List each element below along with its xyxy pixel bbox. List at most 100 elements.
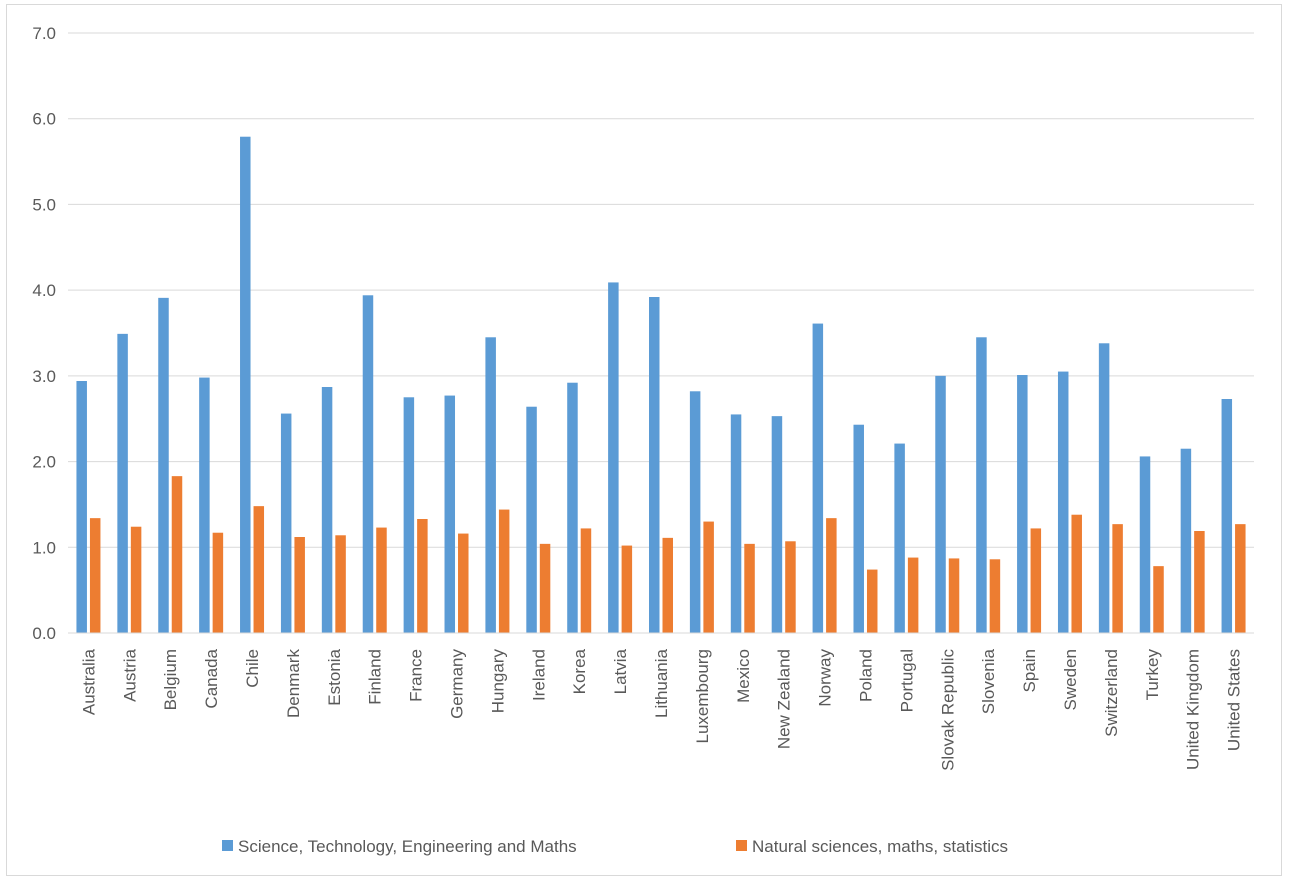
x-tick-label: Luxembourg: [693, 649, 712, 744]
bar-natural-sciences: [171, 476, 183, 633]
y-axis-ticks: 0.0 1.0 2.0 3.0 4.0 5.0 6.0 7.0: [32, 24, 56, 643]
x-tick-label: New Zealand: [775, 649, 794, 749]
bar-natural-sciences: [294, 537, 305, 633]
bar-natural-sciences: [621, 545, 633, 633]
bar-stem: [76, 381, 87, 633]
x-tick-label: Slovenia: [979, 648, 998, 714]
bar-stem: [362, 295, 374, 633]
x-tick-label: Chile: [243, 649, 262, 688]
bar-natural-sciences: [1112, 524, 1123, 633]
x-tick-label: Hungary: [488, 649, 507, 714]
x-tick-label: United States: [1225, 649, 1244, 751]
x-tick-label: Mexico: [734, 649, 753, 703]
bar-natural-sciences: [1194, 531, 1205, 633]
x-tick-label: Lithuania: [652, 648, 671, 718]
bar-natural-sciences: [907, 557, 919, 633]
bar-stem: [485, 337, 496, 633]
bar-stem: [935, 375, 946, 633]
bar-stem: [812, 323, 824, 633]
bar-natural-sciences: [376, 527, 387, 633]
bar-natural-sciences: [1153, 566, 1164, 633]
gridlines: [68, 32, 1254, 548]
y-tick-label: 0.0: [32, 624, 56, 643]
bar-natural-sciences: [1235, 524, 1246, 633]
x-tick-label: Switzerland: [1102, 649, 1121, 737]
x-tick-label: Canada: [202, 648, 221, 708]
bar-stem: [158, 297, 169, 633]
x-tick-label: Norway: [816, 649, 835, 707]
bar-natural-sciences: [785, 541, 796, 633]
y-tick-label: 2.0: [32, 453, 56, 472]
bar-natural-sciences: [539, 543, 551, 633]
x-tick-label: Spain: [1020, 649, 1039, 692]
bar-stem: [730, 414, 742, 633]
x-tick-label: Austria: [120, 648, 139, 701]
bar-stem: [689, 391, 701, 633]
y-tick-label: 6.0: [32, 110, 56, 129]
x-tick-label: Korea: [570, 648, 589, 694]
bar-natural-sciences: [498, 509, 510, 633]
bar-natural-sciences: [866, 569, 878, 633]
x-tick-label: Estonia: [325, 648, 344, 705]
bar-stem: [444, 395, 456, 633]
y-tick-label: 3.0: [32, 367, 56, 386]
x-tick-label: Latvia: [611, 648, 630, 694]
bar-natural-sciences: [417, 519, 428, 633]
bar-stem: [771, 416, 783, 633]
bar-stem: [1017, 375, 1028, 633]
legend-swatch: [736, 840, 747, 851]
bar-stem: [1221, 399, 1233, 633]
x-tick-label: Poland: [856, 649, 875, 702]
bar-stem: [1098, 343, 1110, 633]
bar-natural-sciences: [253, 506, 265, 633]
x-tick-label: Denmark: [284, 649, 303, 718]
x-tick-label: Australia: [79, 648, 98, 715]
bar-stem: [567, 382, 578, 633]
bar-stem: [117, 333, 128, 633]
bar-stem: [976, 337, 987, 633]
legend-label: Natural sciences, maths, statistics: [752, 837, 1008, 856]
bar-stem: [403, 397, 415, 633]
y-tick-label: 7.0: [32, 24, 56, 43]
bar-natural-sciences: [662, 537, 673, 633]
legend-swatch: [222, 840, 233, 851]
bar-natural-sciences: [335, 535, 346, 633]
bar-stem: [894, 443, 905, 633]
bar-natural-sciences: [130, 526, 142, 633]
x-tick-label: Slovak Republic: [938, 649, 957, 771]
bars: [76, 136, 1246, 633]
bar-stem: [240, 136, 251, 633]
x-tick-label: France: [407, 649, 426, 702]
x-tick-label: Sweden: [1061, 649, 1080, 710]
x-tick-label: United Kingdom: [1184, 649, 1203, 770]
bar-natural-sciences: [948, 558, 960, 633]
legend: Science, Technology, Engineering and Mat…: [222, 837, 1008, 856]
y-tick-label: 1.0: [32, 538, 56, 557]
x-axis-ticks: Australia Austria Belgium Canada Chile Denmar…: [79, 648, 1243, 770]
y-tick-label: 4.0: [32, 281, 56, 300]
bar-stem: [199, 377, 210, 633]
x-tick-label: Germany: [448, 649, 467, 719]
bar-stem: [608, 282, 619, 633]
bar-stem: [853, 424, 864, 633]
bar-stem: [1057, 371, 1069, 633]
bar-natural-sciences: [1030, 528, 1042, 633]
bar-natural-sciences: [1071, 514, 1082, 633]
legend-label: Science, Technology, Engineering and Mat…: [238, 837, 577, 856]
bar-natural-sciences: [989, 559, 1001, 633]
bar-natural-sciences: [89, 518, 101, 633]
bar-stem: [321, 387, 333, 633]
x-tick-label: Turkey: [1143, 649, 1162, 701]
bar-natural-sciences: [826, 518, 837, 633]
x-tick-label: Portugal: [897, 649, 916, 712]
bar-stem: [280, 413, 292, 633]
x-tick-label: Ireland: [529, 649, 548, 701]
bar-stem: [1139, 456, 1151, 633]
x-tick-label: Finland: [366, 649, 385, 705]
x-tick-label: Belgium: [161, 649, 180, 710]
bar-natural-sciences: [212, 532, 224, 633]
bar-stem: [1180, 448, 1192, 633]
bar-natural-sciences: [580, 528, 592, 633]
bar-natural-sciences: [458, 533, 469, 633]
